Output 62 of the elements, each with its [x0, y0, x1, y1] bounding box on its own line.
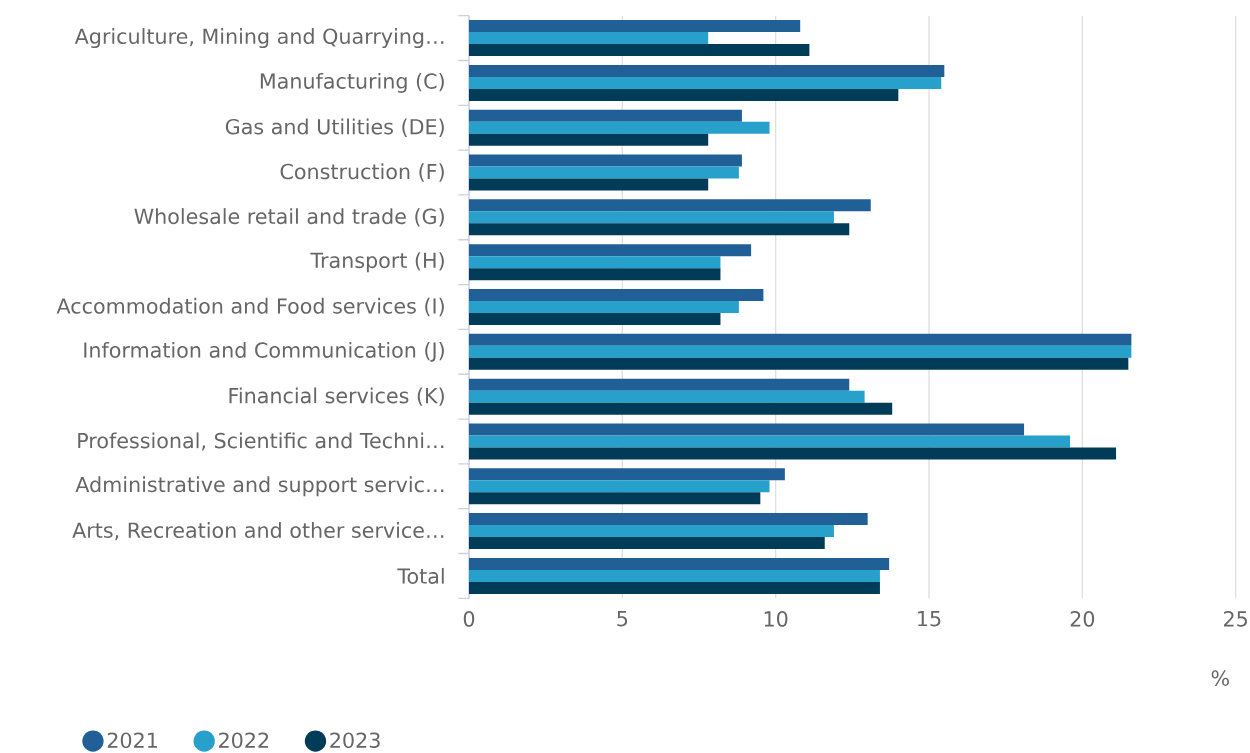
bar	[469, 581, 880, 594]
bar	[469, 44, 810, 57]
y-tick-label: Manufacturing (C)	[260, 72, 444, 93]
bar	[469, 133, 709, 146]
bar	[469, 211, 834, 224]
bar	[469, 178, 709, 191]
y-tick-label: Arts, Recreation and other service…	[72, 522, 444, 541]
bar	[469, 64, 945, 77]
bar	[469, 223, 850, 236]
y-tick-label: Professional, Scientific and Techni…	[78, 432, 444, 451]
bar	[469, 378, 850, 391]
bar	[469, 537, 825, 550]
bar	[469, 557, 890, 570]
bar	[469, 256, 721, 269]
bar	[469, 32, 709, 45]
x-tick-label: 5	[617, 611, 628, 627]
bar	[469, 88, 899, 101]
x-tick-label: 10	[764, 611, 788, 627]
bar	[469, 289, 764, 301]
y-tick-label: Information and Communication (J)	[84, 341, 444, 362]
y-tick-label: Construction (F)	[280, 163, 444, 182]
bar	[469, 333, 1132, 346]
x-tick-label: 0	[463, 611, 475, 627]
x-axis-title: %	[1211, 670, 1229, 686]
bar	[469, 569, 880, 582]
bar	[469, 345, 1132, 358]
y-tick-label: Transport (H)	[310, 252, 444, 273]
bar	[469, 244, 752, 257]
bar	[469, 154, 742, 167]
bar	[469, 480, 770, 493]
bar	[469, 301, 739, 313]
bar	[469, 492, 761, 505]
bar	[469, 447, 1117, 460]
bar	[469, 357, 1129, 370]
bar	[469, 166, 739, 179]
y-tick-label: Agriculture, Mining and Quarrying…	[74, 28, 444, 49]
y-tick-label: Wholesale retail and trade (G)	[134, 208, 444, 227]
x-tick-label: 25	[1224, 611, 1247, 627]
legend-label: 2021	[107, 732, 157, 749]
bar	[469, 423, 1025, 436]
bar	[469, 513, 868, 526]
bar	[469, 109, 742, 122]
bar	[469, 402, 893, 415]
y-tick-label: Financial services (K)	[229, 387, 444, 406]
bar	[469, 435, 1071, 448]
bar	[469, 313, 721, 325]
legend-label: 2023	[330, 732, 380, 749]
legend-label: 2022	[219, 732, 269, 749]
y-tick-label: Administrative and support servic…	[75, 476, 444, 497]
y-tick-label: Total	[397, 567, 444, 584]
bar	[469, 468, 785, 481]
bar	[469, 76, 942, 89]
bar	[469, 268, 721, 281]
bar	[469, 390, 865, 403]
bar	[469, 525, 834, 538]
x-tick-label: 20	[1070, 611, 1095, 627]
y-tick-label: Accommodation and Food services (I)	[56, 297, 444, 317]
bar	[469, 121, 770, 134]
bar	[469, 20, 801, 33]
y-tick-label: Gas and Utilities (DE)	[225, 118, 444, 137]
bar	[469, 199, 871, 212]
x-tick-label: 15	[918, 611, 941, 627]
